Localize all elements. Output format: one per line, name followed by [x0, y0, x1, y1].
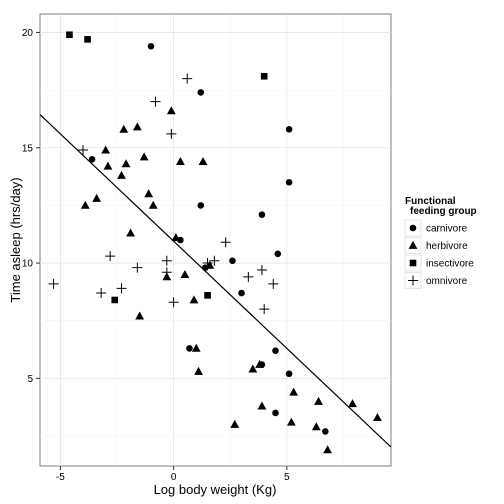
omnivore-point — [150, 96, 161, 107]
carnivore-point — [238, 289, 245, 297]
carnivore-point — [285, 370, 293, 378]
legend-title-line-2: feeding group — [410, 206, 477, 217]
legend-carnivore-icon — [409, 224, 417, 232]
herbivore-point — [92, 193, 102, 202]
grid-lines — [40, 14, 391, 466]
legend-label-herbivore: herbivore — [426, 241, 468, 252]
omnivore-point — [48, 278, 59, 289]
omnivore-point — [256, 264, 267, 275]
legend-insectivore-icon — [409, 259, 417, 267]
data-points — [48, 31, 382, 454]
omnivore-point — [243, 271, 254, 282]
herbivore-point — [119, 124, 129, 133]
legend: Functional feeding group carnivore herbiv… — [404, 196, 477, 289]
herbivore-point — [255, 359, 265, 368]
omnivore-point — [168, 297, 179, 308]
regression-line — [39, 114, 392, 448]
legend-label-insectivore: insectivore — [426, 259, 474, 270]
herbivore-point — [198, 156, 208, 165]
omnivore-point — [220, 237, 231, 248]
carnivore-point — [285, 179, 293, 186]
omnivore-point — [268, 278, 279, 289]
legend-label-omnivore: omnivore — [426, 276, 468, 287]
legend-title-line-1: Functional — [405, 196, 456, 207]
herbivore-point — [144, 189, 154, 198]
herbivore-point — [171, 233, 181, 242]
carnivore-point — [147, 42, 155, 50]
herbivore-point — [121, 159, 131, 168]
herbivore-point — [348, 399, 357, 408]
carnivore-point — [197, 202, 205, 209]
legend-herbivore-icon — [408, 240, 418, 249]
omnivore-point — [161, 267, 172, 278]
carnivore-point — [88, 155, 96, 163]
herbivore-point — [194, 366, 203, 375]
omnivore-point — [166, 128, 177, 139]
omnivore-point — [209, 255, 220, 266]
herbivore-point — [80, 200, 90, 209]
insectivore-point — [66, 31, 73, 39]
carnivore-point — [272, 409, 279, 417]
plot-panel — [39, 13, 392, 467]
omnivore-point — [182, 73, 193, 84]
regression-line-layer — [39, 114, 392, 448]
legend-label-carnivore: carnivore — [426, 224, 468, 235]
insectivore-point — [204, 292, 211, 299]
herbivore-point — [101, 145, 111, 154]
y-tick-label: 15 — [22, 143, 34, 154]
y-tick-label: 20 — [22, 28, 34, 39]
carnivore-point — [274, 250, 282, 258]
legend-omnivore-icon — [408, 275, 418, 286]
carnivore-point — [272, 347, 279, 354]
omnivore-point — [202, 258, 213, 269]
omnivore-point — [132, 262, 143, 273]
herbivore-point — [323, 445, 332, 454]
herbivore-point — [289, 387, 299, 396]
x-axis-ticks: -5 0 5 — [56, 466, 290, 483]
y-tick-label: 5 — [27, 374, 33, 385]
herbivore-point — [103, 161, 113, 170]
omnivore-point — [116, 283, 127, 294]
herbivore-point — [248, 364, 258, 373]
herbivore-point — [189, 295, 199, 304]
herbivore-point — [373, 412, 382, 421]
insectivore-point — [260, 72, 268, 80]
omnivore-point — [161, 255, 172, 266]
herbivore-point — [286, 417, 296, 426]
herbivore-point — [257, 401, 267, 410]
insectivore-point — [84, 36, 91, 43]
herbivore-point — [311, 422, 321, 431]
herbivore-point — [180, 269, 190, 278]
herbivore-point — [191, 343, 201, 352]
omnivore-point — [78, 145, 89, 156]
herbivore-point — [117, 170, 126, 179]
herbivore-point — [314, 396, 323, 405]
omnivore-point — [96, 288, 107, 299]
x-tick-label: 0 — [171, 472, 177, 483]
carnivore-point — [197, 89, 205, 96]
herbivore-point — [135, 311, 145, 320]
herbivore-point — [166, 106, 176, 115]
herbivore-point — [126, 228, 135, 237]
x-axis-title: Log body weight (Kg) — [154, 482, 277, 497]
herbivore-point — [148, 200, 158, 209]
herbivore-point — [139, 152, 149, 161]
y-tick-label: 10 — [22, 259, 34, 270]
y-axis-ticks: 5 10 15 20 — [22, 28, 40, 385]
herbivore-point — [176, 156, 185, 165]
omnivore-point — [259, 304, 270, 315]
carnivore-point — [229, 257, 236, 265]
carnivore-point — [285, 126, 293, 133]
carnivore-point — [322, 428, 329, 435]
carnivore-point — [186, 345, 193, 352]
herbivore-point — [230, 419, 240, 428]
y-axis-title: Time asleep (hrs/day) — [8, 177, 23, 302]
carnivore-point — [258, 211, 266, 218]
x-tick-label: -5 — [56, 472, 65, 483]
x-tick-label: 5 — [284, 472, 290, 483]
insectivore-point — [111, 296, 119, 304]
omnivore-point — [105, 251, 116, 262]
herbivore-point — [132, 122, 142, 131]
